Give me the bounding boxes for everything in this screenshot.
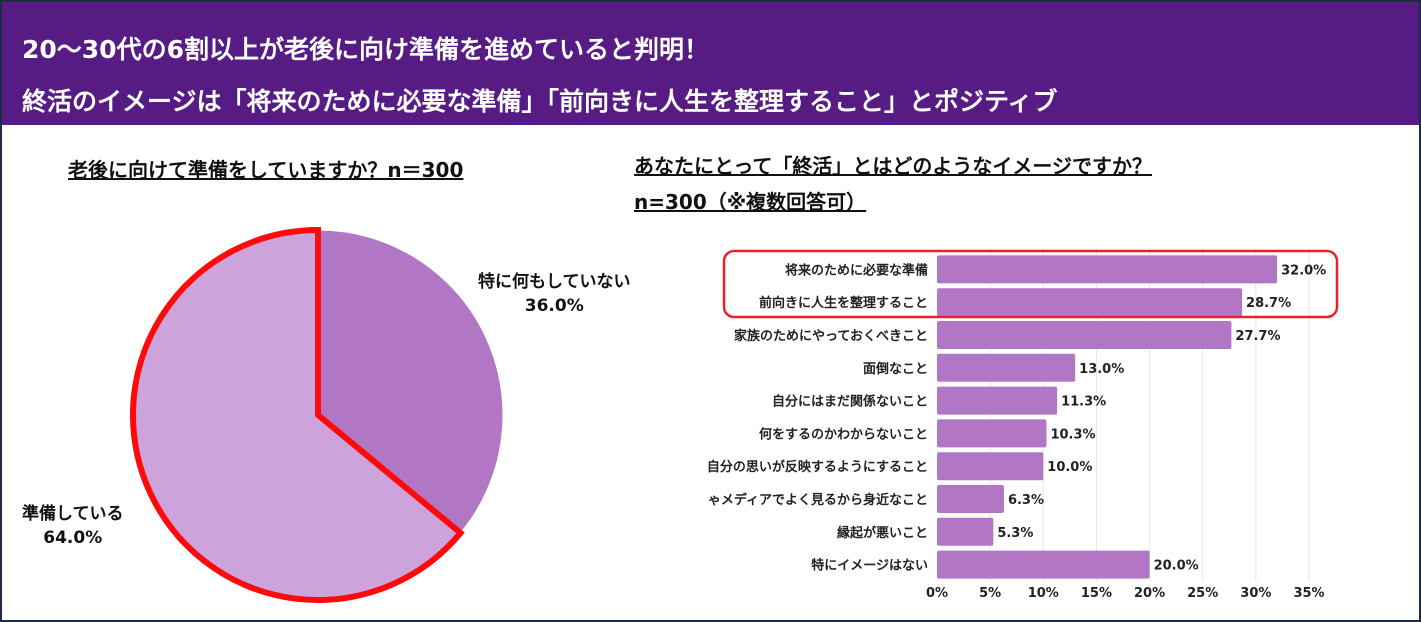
bar-value-label: 10.3% (1050, 427, 1095, 442)
pie-label-value: 36.0% (524, 296, 584, 316)
category-label: 将来のために必要な準備 (785, 262, 928, 278)
bar-value-label: 32.0% (1281, 263, 1326, 278)
pie-label-prepared: 準備している 64.0% (22, 502, 124, 550)
bar-title-1: あなたにとって「終活」とはどのようなイメージですか？ (634, 154, 1152, 178)
bar-value-label: 13.0% (1079, 362, 1124, 377)
x-tick-label: 5% (979, 586, 1001, 601)
pie-label-text: 準備している (22, 504, 124, 524)
bar (937, 255, 1278, 284)
bar-value-label: 5.3% (997, 526, 1033, 541)
bar (937, 452, 1044, 481)
pie-title: 老後に向けて準備をしていますか？n＝300 (68, 158, 464, 182)
bar-value-label: 20.0% (1154, 559, 1199, 574)
bar (937, 386, 1058, 415)
pie-label-value: 64.0% (43, 528, 103, 548)
category-label: 縁起が悪いこと (837, 525, 928, 541)
bar (937, 550, 1150, 579)
bar-value-label: 27.7% (1235, 329, 1280, 344)
x-tick-label: 30% (1240, 586, 1271, 601)
category-label: 特にイメージはない (811, 558, 928, 574)
x-tick-label: 35% (1293, 586, 1324, 601)
bar-value-label: 6.3% (1008, 493, 1044, 508)
bar-title-2: n=300（※複数回答可） (634, 190, 867, 214)
x-tick-label: 0% (926, 586, 948, 601)
bar (937, 517, 994, 546)
category-label: 何をするのかわからないこと (759, 426, 928, 442)
bar-value-label: 28.7% (1246, 296, 1291, 311)
pie-slice-highlight (130, 226, 465, 603)
bar-value-label: 11.3% (1061, 395, 1106, 410)
x-tick-label: 10% (1028, 586, 1059, 601)
pie-label-none: 特に何もしていない 36.0% (478, 270, 631, 318)
x-tick-label: 15% (1081, 586, 1112, 601)
pie-label-text: 特に何もしていない (478, 272, 631, 292)
headline-2: 終活のイメージは「将来のために必要な準備」「前向きに人生を整理すること」とポジテ… (22, 87, 1058, 116)
headline-1: 20〜30代の6割以上が老後に向け準備を進めていると判明！ (22, 35, 709, 64)
x-tick-label: 25% (1187, 586, 1218, 601)
bar (937, 321, 1232, 349)
bar-value-label: 10.0% (1047, 460, 1092, 475)
bar (937, 353, 1076, 382)
header-banner: 20〜30代の6割以上が老後に向け準備を進めていると判明！ 終活のイメージは「将… (2, 2, 1419, 125)
bar (937, 419, 1047, 448)
pie-chart (130, 226, 504, 603)
pie-slice (317, 229, 504, 534)
category-label: ゃメディアでよく見るから身近なこと (708, 492, 928, 508)
bar (937, 485, 1004, 513)
category-label: 面倒なこと (863, 361, 928, 377)
x-tick-label: 20% (1134, 586, 1165, 601)
highlight-box (722, 249, 1339, 319)
bar (937, 288, 1243, 317)
category-label: 前向きに人生を整理すること (759, 295, 928, 311)
category-label: 家族のためにやっておくべきこと (734, 328, 928, 344)
category-label: 自分の思いが反映するようにすること (707, 459, 928, 475)
category-label: 自分にはまだ関係ないこと (772, 394, 928, 410)
